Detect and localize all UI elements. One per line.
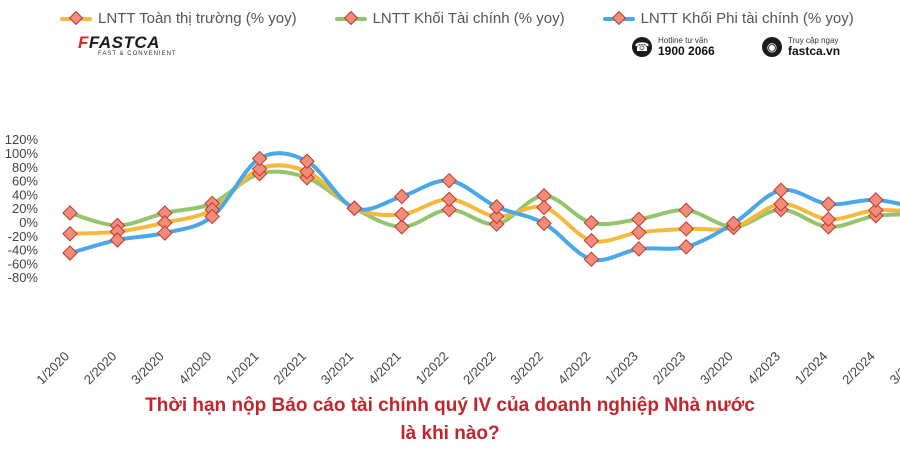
y-tick-label: 120% xyxy=(5,132,39,147)
data-point-market xyxy=(583,232,600,249)
logo-tagline: FAST & CONVENIENT xyxy=(98,51,177,57)
globe-icon: ◉ xyxy=(762,37,782,57)
data-point-nonfinancial xyxy=(441,172,457,189)
legend-item-financial: LNTT Khối Tài chính (% yoy) xyxy=(334,10,565,27)
x-tick-label: 2/2021 xyxy=(270,349,309,388)
x-tick-label: 1/2022 xyxy=(413,349,452,388)
legend-swatch-market xyxy=(60,10,92,25)
x-tick-label: 4/2022 xyxy=(555,349,594,388)
data-point-market xyxy=(394,206,410,223)
data-point-market xyxy=(157,214,173,231)
footer-title-line1: Thời hạn nộp Báo cáo tài chính quý IV củ… xyxy=(145,395,755,416)
x-tick-label: 1/2023 xyxy=(602,349,641,388)
data-point-financial xyxy=(62,205,78,221)
data-point-market xyxy=(678,221,694,237)
data-point-nonfinancial xyxy=(346,200,363,216)
x-tick-label: 4/2021 xyxy=(365,349,404,388)
data-point-nonfinancial xyxy=(725,215,742,232)
hotline-number: 1900 2066 xyxy=(658,44,715,58)
data-point-nonfinancial xyxy=(678,239,694,255)
legend-label-nonfinancial: LNTT Khối Phi tài chính (% yoy) xyxy=(640,10,854,27)
y-tick-label: 100% xyxy=(5,146,39,161)
chart-legend: LNTT Toàn thị trường (% yoy) LNTT Khối T… xyxy=(60,10,854,27)
data-point-nonfinancial xyxy=(394,188,410,205)
data-point-financial xyxy=(583,214,600,231)
y-tick-label: 80% xyxy=(12,160,38,175)
legend-item-market: LNTT Toàn thị trường (% yoy) xyxy=(60,10,297,27)
data-point-financial xyxy=(394,219,410,235)
web-label: Truy cập ngay xyxy=(788,36,839,45)
web-url: fastca.vn xyxy=(788,44,841,58)
data-point-market xyxy=(251,161,268,177)
data-point-financial xyxy=(631,211,647,228)
x-tick-label: 2/2024 xyxy=(839,349,878,388)
data-point-market xyxy=(868,202,884,219)
data-point-nonfinancial xyxy=(157,225,173,241)
x-tick-label: 3/2020 xyxy=(697,349,736,388)
x-tick-label: 4/2020 xyxy=(176,349,215,388)
data-point-financial xyxy=(157,205,173,221)
x-tick-label: 4/2023 xyxy=(744,349,783,388)
footer-title: Thời hạn nộp Báo cáo tài chính quý IV củ… xyxy=(0,392,900,448)
data-point-financial xyxy=(441,201,457,218)
data-point-nonfinancial xyxy=(62,245,78,261)
y-tick-label: 40% xyxy=(12,187,38,202)
data-point-nonfinancial xyxy=(583,251,600,268)
data-point-nonfinancial xyxy=(251,150,268,167)
data-point-financial xyxy=(536,188,552,204)
legend-swatch-nonfinancial xyxy=(602,10,635,25)
y-tick-label: -80% xyxy=(8,270,39,285)
data-point-financial xyxy=(678,202,694,219)
y-tick-label: -20% xyxy=(8,229,39,244)
footer-title-line2: là khi nào? xyxy=(400,423,500,444)
legend-item-nonfinancial: LNTT Khối Phi tài chính (% yoy) xyxy=(602,10,854,27)
data-point-nonfinancial xyxy=(868,192,884,208)
x-tick-label: 3/2020 xyxy=(128,349,167,388)
data-point-market xyxy=(62,225,78,242)
data-point-market xyxy=(773,196,789,212)
data-point-market xyxy=(299,163,315,180)
x-tick-label: 2/2022 xyxy=(460,349,499,388)
data-point-nonfinancial xyxy=(204,208,220,225)
hotline-label: Hotline tư vấn xyxy=(658,36,708,45)
fastca-logo: FFASTCA FAST & CONVENIENT xyxy=(78,33,198,57)
phone-icon: ☎ xyxy=(632,37,652,57)
data-point-market xyxy=(631,224,647,241)
data-point-market xyxy=(536,199,552,216)
x-tick-label: 3/2022 xyxy=(507,349,546,388)
y-tick-label: 20% xyxy=(12,201,38,216)
data-point-market xyxy=(109,223,126,240)
logo-text: FASTCA xyxy=(88,33,160,52)
legend-swatch-financial xyxy=(334,10,367,25)
data-point-nonfinancial xyxy=(631,241,647,257)
x-tick-label: 1/2021 xyxy=(223,349,262,388)
data-point-market xyxy=(820,211,837,228)
x-tick-label: 1/2020 xyxy=(33,349,72,388)
x-tick-label: 2/2020 xyxy=(81,349,120,388)
data-point-nonfinancial xyxy=(109,232,126,248)
y-tick-label: 0% xyxy=(19,215,38,230)
hotline-block: ☎ Hotline tư vấn 1900 2066 xyxy=(632,36,715,58)
data-point-nonfinancial xyxy=(773,182,789,199)
data-point-nonfinancial xyxy=(299,153,315,170)
data-point-market xyxy=(488,208,505,225)
x-tick-label: 2/2023 xyxy=(650,349,689,388)
data-point-nonfinancial xyxy=(820,196,837,212)
data-point-nonfinancial xyxy=(536,215,552,232)
data-point-market xyxy=(441,191,457,208)
x-tick-label: 3/2021 xyxy=(318,349,357,388)
y-tick-label: -60% xyxy=(8,256,39,271)
x-tick-label: 1/2024 xyxy=(792,349,831,388)
x-tick-label: 3/2024 xyxy=(887,349,900,388)
website-block: ◉ Truy cập ngay fastca.vn xyxy=(762,36,840,58)
y-tick-label: 60% xyxy=(12,174,38,189)
legend-label-financial: LNTT Khối Tài chính (% yoy) xyxy=(372,10,565,27)
data-point-nonfinancial xyxy=(488,199,505,215)
legend-label-market: LNTT Toàn thị trường (% yoy) xyxy=(98,10,297,27)
y-tick-label: -40% xyxy=(8,243,39,258)
